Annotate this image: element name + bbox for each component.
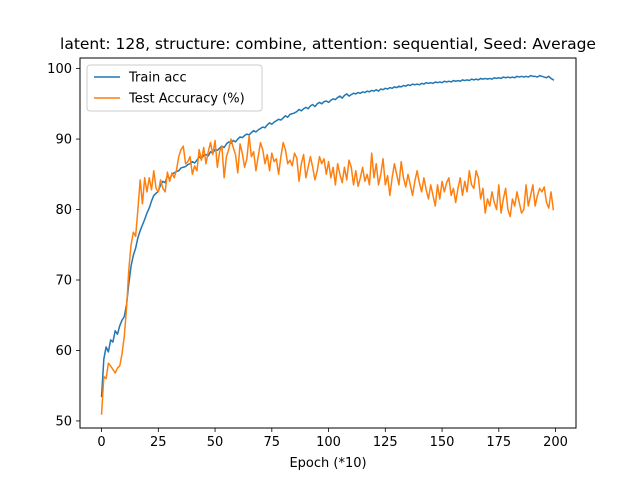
x-tick-label: 0 — [97, 435, 105, 450]
y-tick-label: 70 — [55, 274, 72, 289]
x-tick-label: 100 — [316, 435, 341, 450]
x-tick-label: 25 — [150, 435, 167, 450]
y-tick-label: 60 — [55, 344, 72, 359]
legend-label-1: Train acc — [128, 71, 187, 86]
y-axis-ticks: 50 60 70 80 90 100 — [47, 62, 80, 429]
legend: Train acc Test Accuracy (%) — [86, 64, 263, 112]
y-tick-label: 80 — [55, 203, 72, 218]
x-tick-label: 200 — [543, 435, 568, 450]
x-tick-label: 75 — [264, 435, 281, 450]
y-tick-label: 90 — [55, 133, 72, 148]
x-axis-ticks: 0 25 50 75 100 125 150 175 200 — [97, 428, 568, 450]
y-tick-label: 100 — [47, 62, 72, 77]
y-tick-label: 50 — [55, 414, 72, 429]
x-tick-label: 175 — [486, 435, 511, 450]
x-axis-label: Epoch (*10) — [289, 456, 366, 471]
chart-title: latent: 128, structure: combine, attenti… — [60, 35, 596, 53]
x-tick-label: 125 — [373, 435, 398, 450]
x-tick-label: 150 — [430, 435, 455, 450]
plot-frame — [79, 57, 577, 429]
legend-label-2: Test Accuracy (%) — [128, 92, 245, 107]
series-line-2 — [100, 134, 555, 415]
x-tick-label: 50 — [207, 435, 224, 450]
legend-box — [86, 64, 263, 112]
plot-lines — [100, 74, 555, 415]
